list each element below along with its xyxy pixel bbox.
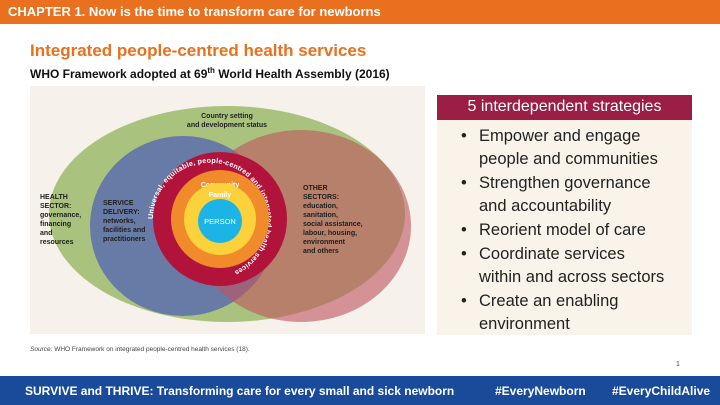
person-label: PERSON [204,217,236,226]
strategy-line: within and across sectors [479,268,665,286]
service-delivery-line: networks, [103,218,136,225]
bullet: • [461,221,467,239]
health-sector-label: HEALTH SECTOR: governance, financing and… [40,194,81,246]
person-circle [198,199,242,243]
strategy-item: • Coordinate services within and across se… [457,243,685,289]
other-sectors-line: education, [303,203,338,210]
subtitle-text: WHO Framework adopted at 69 [30,67,208,81]
bullet: • [461,292,467,310]
other-sectors-line: and others [303,248,339,255]
strategy-item: • Create an enabling environment [457,290,685,336]
strategies-panel: 5 interdependent strategies • Empower and… [437,95,692,335]
bullet: • [461,174,467,192]
country-label-line-2: and development status [187,122,267,129]
health-sector-line: resources [40,239,74,246]
country-label-line-1: Country setting [201,113,253,120]
strategy-line: Strengthen governance [479,174,651,192]
health-sector-line: financing [40,221,71,228]
strategies-list: • Empower and engage people and communitie… [457,125,685,337]
strategy-line: environment [479,315,570,333]
page-number: 1 [676,361,680,368]
footer-title: SURVIVE and THRIVE: Transforming care fo… [25,384,455,398]
subtitle-superscript: th [207,66,215,75]
bullet: • [461,127,467,145]
hashtag-every-child-alive: #EveryChildAlive [612,384,711,398]
source-text: WHO Framework on integrated people-centr… [52,346,250,353]
chapter-banner: CHAPTER 1. Now is the time to transform … [0,0,720,24]
strategies-heading-text: 5 interdependent strategies [467,98,662,115]
strategies-heading: 5 interdependent strategies [437,95,692,120]
strategy-item: • Reorient model of care [457,219,685,242]
strategy-line: people and communities [479,150,658,168]
strategy-item: • Empower and engage people and communitie… [457,125,685,171]
service-delivery-line: practitioners [103,236,146,243]
slide-title: Integrated people-centred health service… [30,41,367,60]
service-delivery-line: DELIVERY: [103,209,140,216]
health-sector-line: and [40,230,52,237]
slide-subtitle: WHO Framework adopted at 69th World Heal… [30,66,390,81]
health-sector-line: HEALTH [40,194,68,201]
service-delivery-label: SERVICE DELIVERY: networks, facilities a… [103,200,146,243]
family-label: Family [209,192,231,199]
other-sectors-line: OTHER [303,185,328,192]
health-sector-line: SECTOR: [40,203,71,210]
other-sectors-line: labour, housing, [303,230,357,237]
other-sectors-line: environment [303,239,346,246]
strategy-line: Coordinate services [479,245,625,263]
service-delivery-line: facilities and [103,227,145,234]
chapter-title: CHAPTER 1. Now is the time to transform … [8,4,381,19]
subtitle-text-end: World Health Assembly (2016) [214,67,390,81]
other-sectors-line: sanitation, [303,212,338,219]
source-label: Source: [30,346,53,353]
other-sectors-label: OTHER SECTORS: education, sanitation, so… [303,185,363,255]
framework-diagram: Country setting and development status H… [40,106,411,322]
service-delivery-line: SERVICE [103,200,134,207]
country-label: Country setting and development status [187,113,267,129]
source-note: Source: WHO Framework on integrated peop… [30,346,250,353]
health-sector-line: governance, [40,212,81,219]
strategy-line: Empower and engage [479,127,641,145]
strategy-line: Create an enabling [479,292,619,310]
other-sectors-line: SECTORS: [303,194,339,201]
bullet: • [461,245,467,263]
footer-bar: SURVIVE and THRIVE: Transforming care fo… [0,376,720,405]
strategy-line: and accountability [479,197,612,215]
hashtag-every-newborn: #EveryNewborn [495,384,586,398]
other-sectors-line: social assistance, [303,221,363,228]
strategy-item: • Strengthen governance and accountability [457,172,685,218]
strategy-line: Reorient model of care [479,221,646,239]
